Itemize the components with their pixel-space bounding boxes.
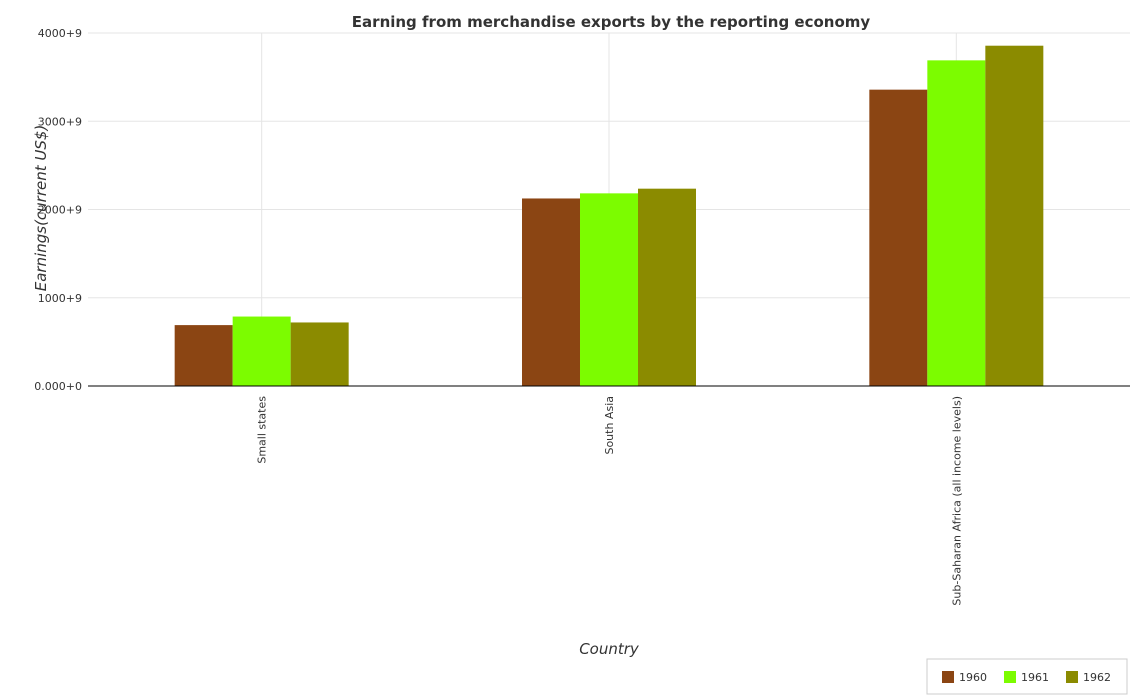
- y-tick-label: 0.000+0: [34, 380, 82, 393]
- bar: [869, 89, 928, 387]
- y-tick-label: 2000+9: [38, 204, 82, 217]
- legend-label: 1960: [959, 671, 987, 684]
- legend-swatch: [1066, 671, 1078, 683]
- x-tick-label: South Asia: [603, 396, 616, 455]
- legend-swatch: [942, 671, 954, 683]
- bar: [580, 193, 638, 386]
- legend-label: 1962: [1083, 671, 1111, 684]
- bar: [232, 316, 291, 386]
- x-axis-ticks: Small states South Asia Sub-Saharan Africa…: [256, 396, 964, 606]
- x-tick-label: Small states: [256, 396, 269, 464]
- y-axis-ticks: 0.000+0 1000+9 2000+9 3000+9 4000+9: [34, 27, 82, 393]
- legend-label: 1961: [1021, 671, 1049, 684]
- bar: [638, 188, 696, 386]
- y-tick-label: 1000+9: [38, 292, 82, 305]
- bar: [174, 325, 233, 386]
- bar: [290, 322, 349, 386]
- bar: [985, 45, 1044, 386]
- bar: [927, 60, 986, 387]
- y-axis-label: Earnings(current US$): [32, 125, 50, 292]
- chart-title: Earning from merchandise exports by the …: [352, 13, 871, 31]
- x-tick-label: Sub-Saharan Africa (all income levels): [950, 396, 963, 606]
- legend-box: [926, 658, 1128, 695]
- legend-swatch: [1004, 671, 1016, 683]
- legend: 1960 1961 1962: [926, 658, 1128, 695]
- bars: [174, 45, 1044, 387]
- x-axis-label: Country: [579, 640, 640, 658]
- y-tick-label: 3000+9: [38, 115, 82, 128]
- bar: [522, 198, 580, 386]
- y-tick-label: 4000+9: [38, 27, 82, 40]
